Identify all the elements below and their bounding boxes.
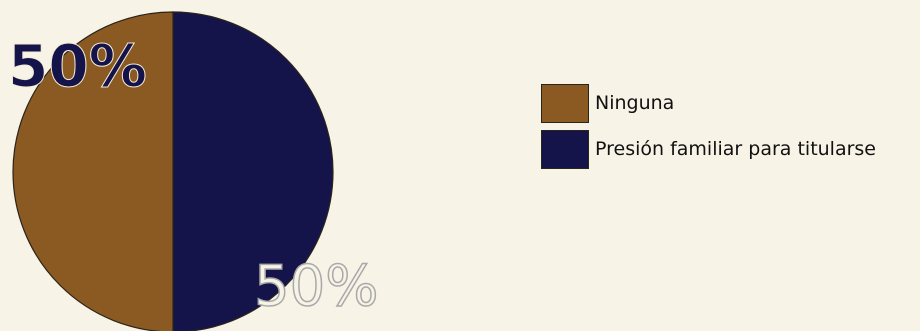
- pie-slice-ninguna: [12, 11, 174, 331]
- legend-item-presion-familiar: Presión familiar para titularse: [541, 129, 876, 169]
- pie-slice-presion-familiar: [172, 11, 334, 331]
- legend-item-ninguna: Ninguna: [541, 83, 876, 123]
- pie-slices: [12, 11, 334, 331]
- legend-label-ninguna: Ninguna: [595, 92, 675, 114]
- slice-label-ninguna: 50%: [8, 32, 147, 100]
- slice-label-presion-familiar: 50%: [254, 254, 378, 319]
- legend-swatch-ninguna: [541, 83, 589, 123]
- legend-label-presion-familiar: Presión familiar para titularse: [595, 138, 877, 160]
- pie-chart-canvas: 50% 50%: [8, 11, 379, 331]
- legend: Ninguna Presión familiar para titularse: [541, 83, 876, 175]
- legend-swatch-presion-familiar: [541, 129, 589, 169]
